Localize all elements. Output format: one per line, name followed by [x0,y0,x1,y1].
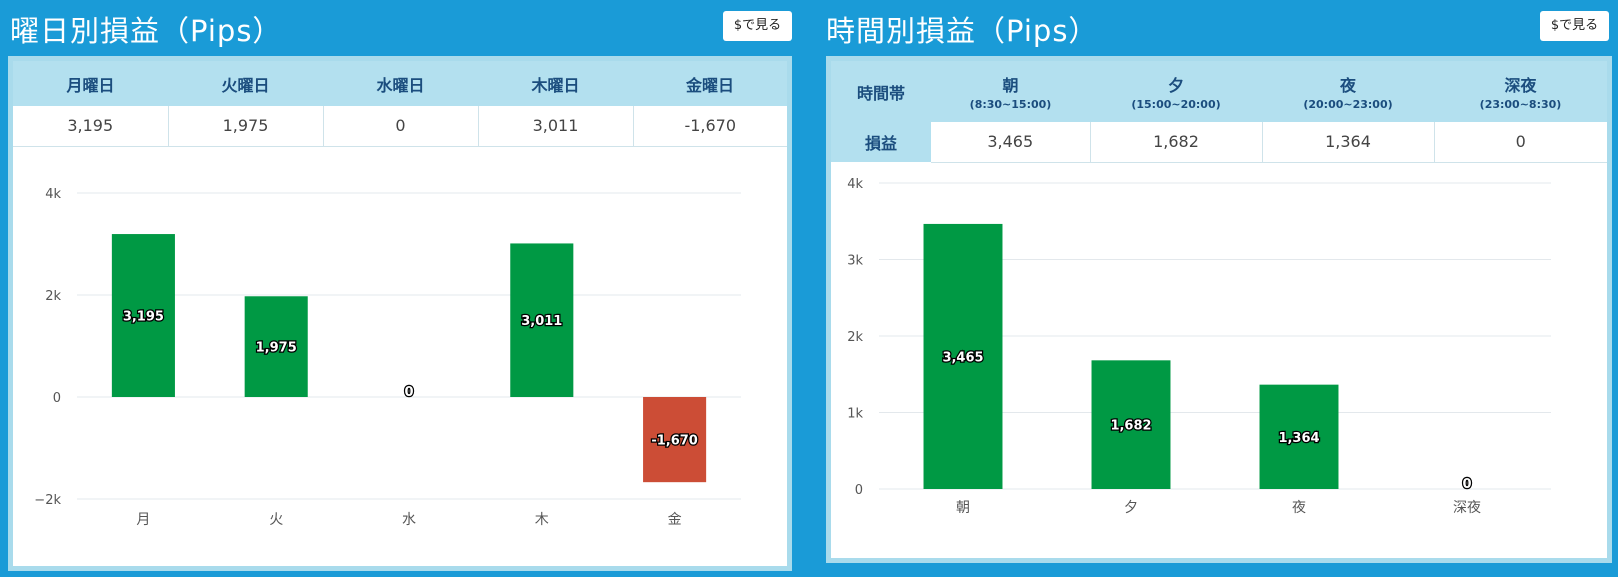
data-label: 3,011 [521,314,562,329]
weekday-value-row: 3,195 1,975 0 3,011 -1,670 [13,106,787,147]
data-label: 0 [1462,477,1471,492]
weekday-header-mon: 月曜日 [13,61,168,106]
bar [111,234,175,397]
y-tick-label: 4k [847,177,863,192]
weekday-header-tue: 火曜日 [168,61,323,106]
time-value-night: 1,364 [1262,122,1435,163]
time-value-evening: 1,682 [1090,122,1263,163]
data-label: 0 [404,385,413,400]
data-label: 3,465 [942,350,983,365]
data-label: -1,670 [651,434,698,449]
data-label: 1,682 [1110,419,1151,434]
x-tick-label: 夜 [1292,500,1306,516]
y-tick-label: 0 [53,391,61,406]
weekday-value-fri: -1,670 [633,106,787,147]
y-tick-label: 1k [847,407,863,422]
time-header-night-name: 夜 [1339,76,1356,95]
weekday-header-thu: 木曜日 [478,61,633,106]
x-tick-label: 朝 [956,500,970,516]
time-header-corner: 時間帯 [831,61,931,122]
y-tick-label: 2k [45,289,61,304]
time-title: 時間別損益（Pips） [826,14,1099,48]
time-header-latenight: 深夜 (23:00~8:30) [1434,61,1607,122]
weekday-bar-chart: −2k 0 2k 4k 3,195 月 1,975 火 0 水 3,011 木 -1,670 金 [34,187,741,528]
time-value-latenight: 0 [1434,122,1607,163]
weekday-value-tue: 1,975 [168,106,324,147]
time-row-label: 損益 [831,122,931,162]
x-tick-label: 月 [136,512,150,528]
weekday-table: 月曜日 火曜日 水曜日 木曜日 金曜日 3,195 1,975 0 3,011 … [13,61,787,147]
weekday-header-wed: 水曜日 [323,61,478,106]
time-card: 時間帯 朝 (8:30~15:00) 夕 (15:00~20:00) 夜 (20:00… [826,56,1612,563]
view-in-dollar-button[interactable]: $で見る [723,11,792,41]
x-tick-label: 火 [269,512,283,528]
data-label: 3,195 [123,310,164,325]
time-panel: 時間別損益（Pips） $で見る 時間帯 朝 (8:30~15:00) 夕 (15:… [816,0,1618,577]
time-header-night-range: (20:00~23:00) [1303,98,1393,111]
weekday-header-fri: 金曜日 [633,61,787,106]
time-header-morning: 朝 (8:30~15:00) [931,61,1090,122]
time-header-evening-range: (15:00~20:00) [1131,98,1221,111]
time-header-morning-range: (8:30~15:00) [969,98,1052,111]
time-value-row: 損益 3,465 1,682 1,364 0 [831,122,1607,163]
y-tick-label: 0 [855,483,863,498]
bar [510,243,574,397]
time-header-evening-name: 夕 [1167,76,1184,95]
weekday-title: 曜日別損益（Pips） [10,14,283,48]
data-label: 1,975 [256,341,297,356]
time-header-latenight-name: 深夜 [1504,76,1537,95]
weekday-value-thu: 3,011 [478,106,634,147]
time-value-morning: 3,465 [931,122,1091,163]
x-tick-label: 夕 [1124,500,1138,516]
time-table: 時間帯 朝 (8:30~15:00) 夕 (15:00~20:00) 夜 (20:00… [831,61,1607,163]
bar [923,223,1003,490]
time-bar-chart: 0 1k 2k 3k 4k 3,465 朝 1,682 夕 1,364 夜 0 深夜 [847,177,1551,516]
y-tick-label: −2k [34,493,61,508]
x-tick-label: 金 [668,512,682,528]
view-in-dollar-button[interactable]: $で見る [1540,11,1609,41]
y-tick-label: 3k [847,254,863,269]
time-header-morning-name: 朝 [1002,76,1019,95]
weekday-value-mon: 3,195 [13,106,169,147]
bar [643,397,707,483]
bar [1091,360,1171,489]
time-header-row: 時間帯 朝 (8:30~15:00) 夕 (15:00~20:00) 夜 (20:00… [831,61,1607,122]
time-header-night: 夜 (20:00~23:00) [1262,61,1434,122]
y-tick-label: 4k [45,187,61,202]
x-tick-label: 水 [402,512,416,528]
bar [244,296,308,397]
y-tick-label: 2k [847,330,863,345]
weekday-header-row: 月曜日 火曜日 水曜日 木曜日 金曜日 [13,61,787,106]
weekday-panel: 曜日別損益（Pips） $で見る 月曜日 火曜日 水曜日 木曜日 金曜日 3,1… [0,0,797,577]
bar [1259,384,1339,489]
time-header-evening: 夕 (15:00~20:00) [1090,61,1262,122]
time-header-latenight-range: (23:00~8:30) [1479,98,1562,111]
data-label: 1,364 [1278,431,1319,446]
weekday-value-wed: 0 [323,106,479,147]
weekday-card: 月曜日 火曜日 水曜日 木曜日 金曜日 3,195 1,975 0 3,011 … [8,56,792,571]
x-tick-label: 木 [535,512,549,528]
x-tick-label: 深夜 [1453,500,1481,516]
